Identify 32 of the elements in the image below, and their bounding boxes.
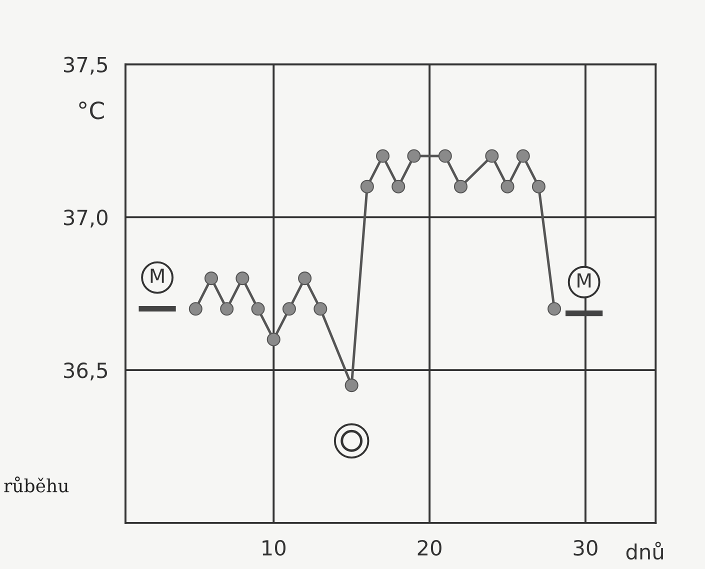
annotation: M: [578, 273, 591, 288]
x-tick-label: 20: [418, 540, 442, 556]
point: [344, 378, 358, 392]
point: [548, 302, 562, 316]
point: [282, 302, 296, 316]
point: [407, 149, 421, 163]
x-axis-title: dnů: [626, 542, 663, 560]
point: [438, 149, 452, 163]
annotation: M: [150, 268, 164, 283]
y-axis-title: °C: [79, 101, 104, 120]
x-tick-label: 10: [262, 540, 286, 556]
point: [392, 180, 406, 194]
point: [204, 272, 218, 286]
point: [485, 149, 499, 163]
point: [220, 302, 234, 316]
point: [266, 332, 280, 346]
x-tick-label: 30: [574, 540, 598, 556]
point: [454, 180, 468, 194]
point: [500, 180, 514, 194]
point: [360, 180, 374, 194]
point: [376, 149, 390, 163]
point: [236, 272, 250, 286]
point: [188, 302, 202, 316]
text: růběhu: [4, 476, 69, 492]
y-tick-label: 37,5: [64, 56, 108, 75]
point: [532, 180, 546, 194]
point: [314, 302, 328, 316]
point: [251, 302, 265, 316]
point: [298, 272, 312, 286]
y-tick-label: 37,0: [64, 210, 108, 228]
y-tick-label: 36,5: [64, 362, 108, 380]
point: [516, 149, 530, 163]
